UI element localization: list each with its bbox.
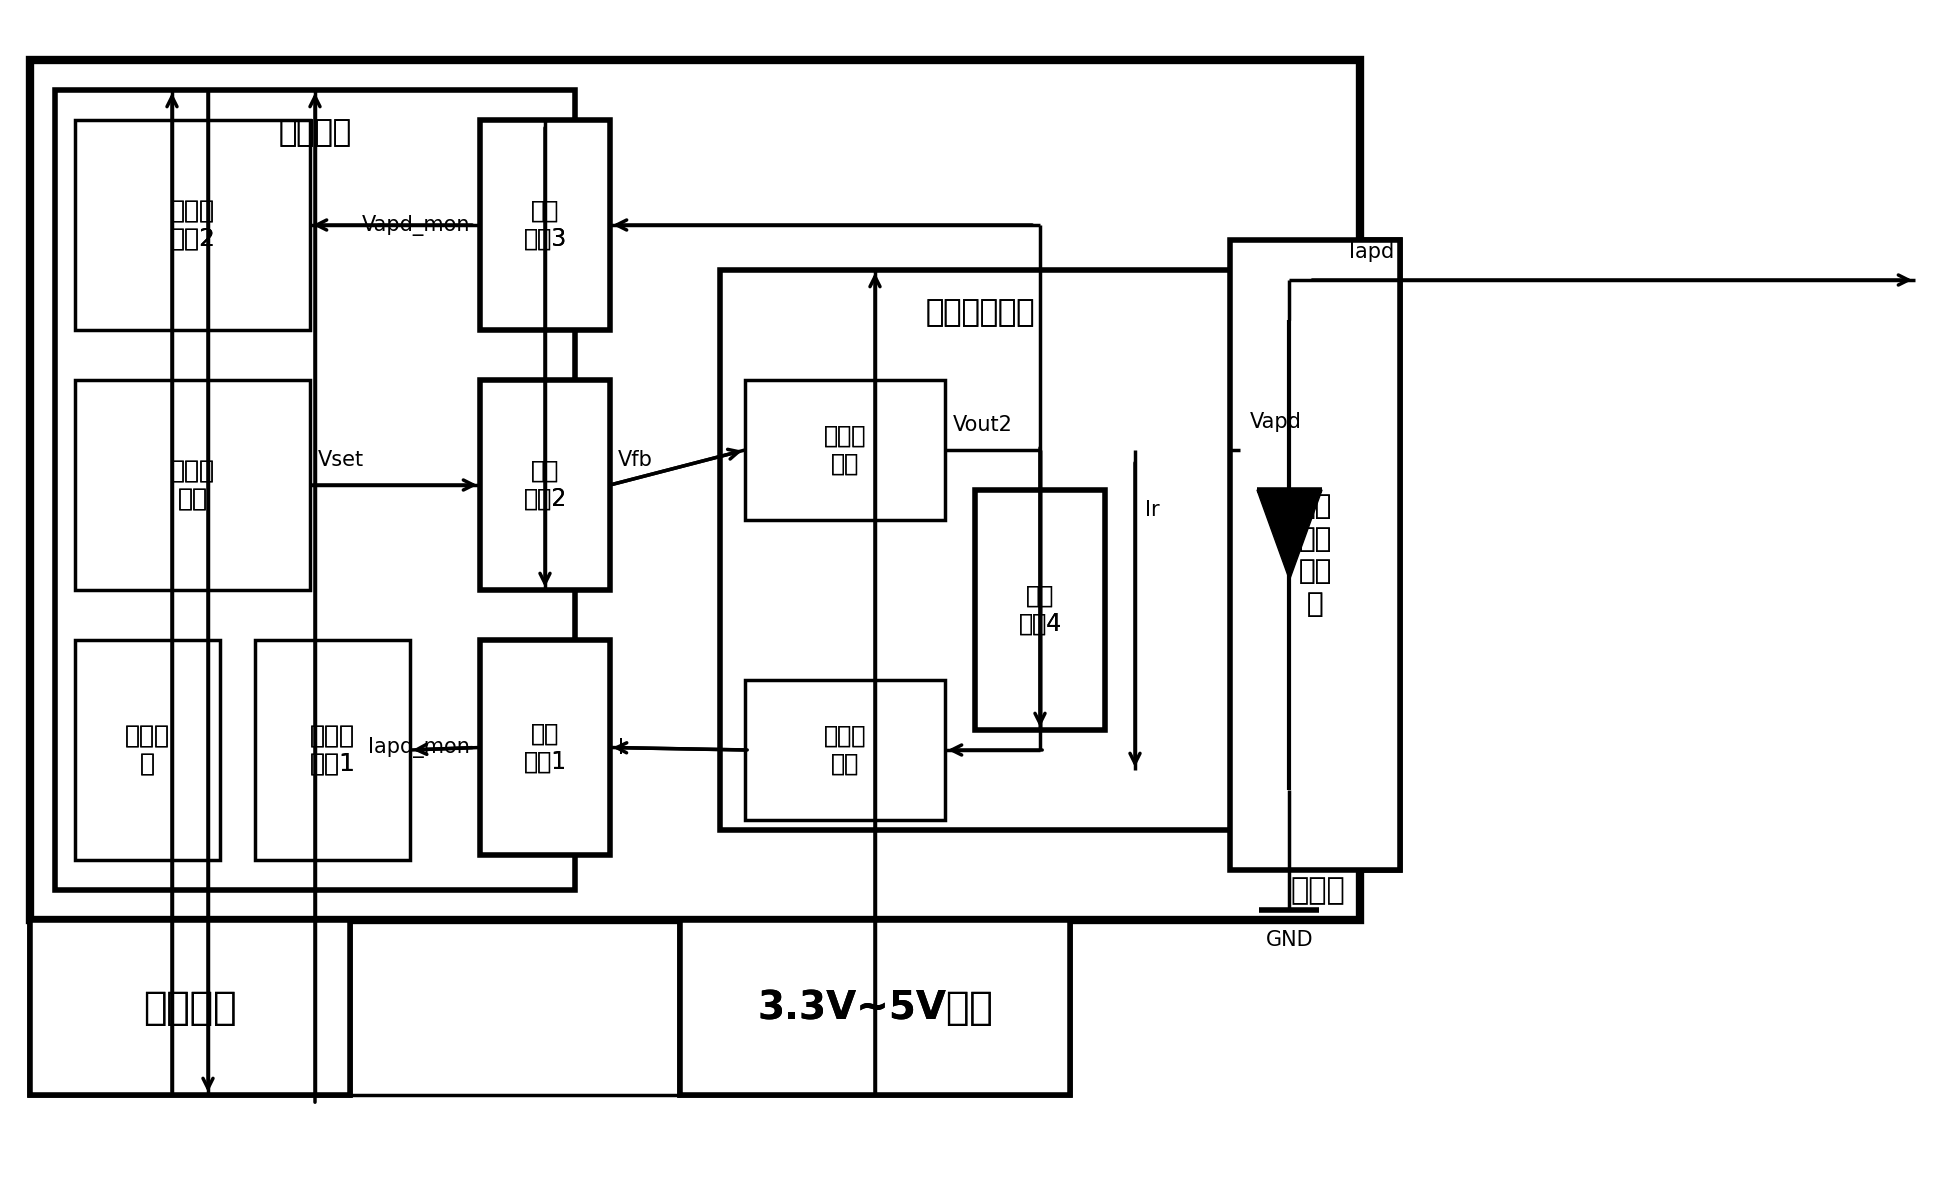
Bar [480,120,611,330]
Text: 阻容
网络3: 阻容 网络3 [523,199,566,251]
Text: 电流监
控器: 电流监 控器 [825,725,866,776]
Bar [1229,240,1400,871]
Text: 升压控
制器: 升压控 制器 [825,425,866,476]
Text: 数模转
换器: 数模转 换器 [169,459,216,511]
Bar [76,380,309,589]
Bar [720,270,1241,830]
Text: 微控制器: 微控制器 [278,117,352,147]
Bar [54,90,576,890]
Text: 电路板: 电路板 [1290,876,1346,905]
Bar [745,680,945,820]
Text: 阻容
网络3: 阻容 网络3 [523,199,566,251]
Bar [681,920,1070,1095]
Text: 微控制器: 微控制器 [278,117,352,147]
Text: Vfb: Vfb [619,449,654,470]
Bar [745,380,945,519]
Text: Iapd: Iapd [1350,242,1395,262]
Text: 升压控
制器: 升压控 制器 [825,425,866,476]
Text: 雪崩
光电
二极
管: 雪崩 光电 二极 管 [1299,492,1332,618]
Text: 升压电源芯片: 升压电源芯片 [926,298,1035,327]
Bar [29,920,350,1095]
Text: 模数转
换器1: 模数转 换器1 [309,725,356,776]
Bar [974,490,1105,731]
Bar [76,120,309,330]
Polygon shape [1256,490,1323,580]
Text: Iapd_mon: Iapd_mon [368,737,471,758]
Bar [29,60,1360,920]
Text: Vset: Vset [317,449,364,470]
Text: 模数转
换器1: 模数转 换器1 [309,725,356,776]
Bar [29,920,350,1095]
Bar [720,270,1241,830]
Text: Vapd_mon: Vapd_mon [362,215,471,236]
Text: 阻容
网络2: 阻容 网络2 [523,459,566,511]
Bar [255,640,410,860]
Text: Vout2: Vout2 [953,415,1013,435]
Text: 阻容
网络4: 阻容 网络4 [1019,584,1062,636]
Bar [255,640,410,860]
Text: 微机系统: 微机系统 [144,988,237,1027]
Bar [76,120,309,330]
Text: 阻容
网络4: 阻容 网络4 [1019,584,1062,636]
Bar [480,640,611,855]
Text: 微机系统: 微机系统 [144,988,237,1027]
Bar [480,120,611,330]
Text: 3.3V~5V电源: 3.3V~5V电源 [757,988,992,1027]
Bar [480,380,611,589]
Text: 电流监
控器: 电流监 控器 [825,725,866,776]
Text: 通信端
口: 通信端 口 [124,725,169,776]
Bar [76,380,309,589]
Text: Ir: Ir [1146,500,1159,519]
Bar [745,680,945,820]
Bar [76,640,220,860]
Text: 阻容
网络1: 阻容 网络1 [523,721,566,773]
Text: Vapd: Vapd [1251,412,1301,432]
Text: 数模转
换器: 数模转 换器 [169,459,216,511]
Text: 模数转
换器2: 模数转 换器2 [169,199,216,251]
Text: 阻容
网络2: 阻容 网络2 [523,459,566,511]
Bar [480,640,611,855]
Text: 阻容
网络1: 阻容 网络1 [523,721,566,773]
Text: 3.3V~5V电源: 3.3V~5V电源 [757,988,992,1027]
Bar [1229,240,1400,871]
Bar [681,920,1070,1095]
Text: 雪崩
光电
二极
管: 雪崩 光电 二极 管 [1299,492,1332,618]
Text: 升压电源芯片: 升压电源芯片 [926,298,1035,327]
Text: 模数转
换器2: 模数转 换器2 [169,199,216,251]
Text: 通信端
口: 通信端 口 [124,725,169,776]
Text: I: I [619,738,624,758]
Text: GND: GND [1266,930,1313,950]
Bar [480,380,611,589]
Bar [974,490,1105,731]
Bar [54,90,576,890]
Bar [745,380,945,519]
Bar [76,640,220,860]
